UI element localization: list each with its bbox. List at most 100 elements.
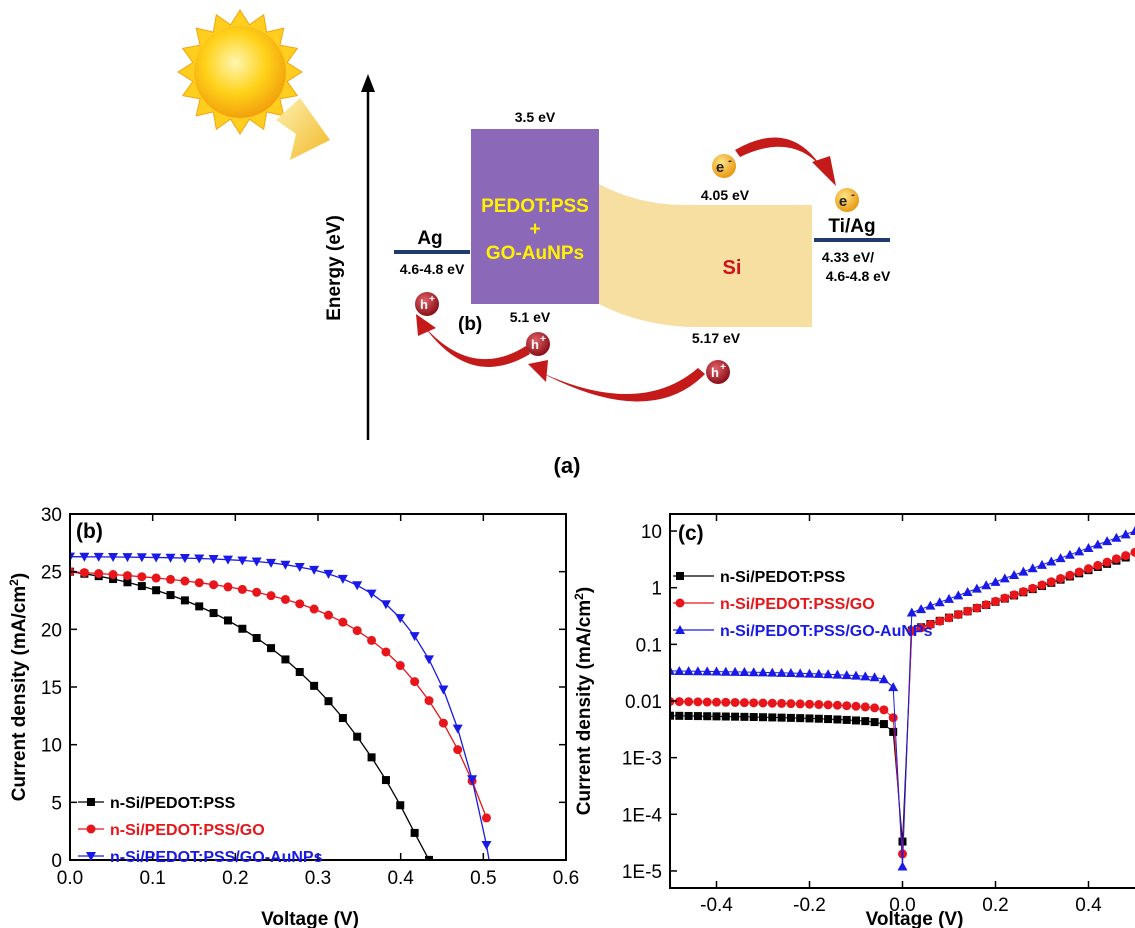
data-point [897, 861, 908, 871]
svg-text:+: + [429, 294, 435, 305]
data-point [1027, 563, 1038, 573]
data-point [1037, 559, 1047, 569]
si-bottom-value: 5.17 eV [692, 330, 741, 346]
data-point [684, 697, 694, 707]
data-point [758, 698, 768, 708]
x-tick-label: 0.0 [57, 868, 83, 889]
y-axis-label: Current density (mA/cm2) [7, 573, 30, 801]
data-point [879, 720, 888, 729]
data-point [1037, 580, 1047, 590]
data-point [1074, 546, 1085, 556]
data-point [252, 633, 261, 642]
data-point [824, 715, 833, 724]
x-tick-label: 0.0 [889, 895, 915, 916]
data-point [832, 700, 842, 710]
data-point [804, 668, 815, 678]
data-point [338, 714, 347, 723]
data-point [786, 713, 795, 722]
legend-entry: n-Si/PEDOT:PSS/GO [110, 822, 265, 839]
data-point [294, 563, 305, 573]
y-tick-label: 0.01 [625, 692, 662, 713]
data-point [367, 635, 377, 645]
data-point [79, 552, 90, 562]
data-point [122, 571, 132, 581]
data-point [79, 568, 89, 578]
legend-entry: n-Si/PEDOT:PSS [110, 795, 236, 812]
hole-arrow-icon [540, 368, 705, 402]
y-tick-label: 1 [651, 579, 662, 600]
data-point [123, 578, 132, 587]
data-point [768, 713, 777, 722]
data-point [777, 713, 786, 722]
data-point [777, 698, 787, 708]
data-point [981, 580, 992, 590]
data-point [136, 553, 147, 563]
data-point [410, 828, 419, 837]
data-point [944, 613, 954, 623]
panel-c-label: (c) [678, 522, 704, 545]
legend-marker [675, 625, 685, 634]
data-point [122, 553, 133, 563]
pedot-block [471, 129, 599, 304]
data-point [108, 553, 119, 563]
data-point [962, 587, 973, 597]
data-point [1084, 564, 1093, 574]
energy-axis-arrowhead [361, 74, 375, 92]
data-point [108, 570, 118, 580]
data-point [151, 553, 162, 563]
data-point [749, 698, 759, 708]
data-point [1018, 587, 1028, 597]
data-point [438, 685, 449, 695]
data-point [795, 668, 806, 678]
svg-text:h: h [711, 365, 719, 380]
pedot-label-3: GO-AuNPs [486, 243, 584, 264]
data-point [70, 552, 75, 562]
data-point [237, 556, 248, 566]
data-point [409, 632, 420, 642]
data-point [366, 589, 377, 599]
data-point [796, 714, 805, 723]
ag-value: 4.6-4.8 eV [400, 261, 465, 277]
data-point [180, 576, 190, 586]
data-point [1130, 525, 1135, 535]
data-point [842, 701, 852, 711]
data-point [266, 558, 277, 568]
data-point [971, 583, 982, 593]
hole-arrow-icon [424, 326, 530, 367]
y-tick-label: 5 [51, 793, 62, 814]
data-point [1018, 566, 1029, 576]
data-point [252, 587, 262, 597]
data-point [352, 626, 362, 636]
data-point [852, 716, 860, 725]
series-line [70, 556, 490, 860]
data-point [953, 610, 963, 620]
data-point [759, 713, 767, 722]
data-point [721, 712, 730, 721]
data-point [267, 644, 276, 653]
data-point [481, 813, 491, 823]
x-tick-label: 0.1 [139, 868, 165, 889]
tiag-label: Ti/Ag [828, 216, 875, 237]
data-point [823, 700, 833, 710]
data-point [776, 667, 787, 677]
data-point [323, 569, 334, 579]
data-point [814, 714, 823, 723]
y-tick-label: 1E-3 [622, 749, 662, 770]
electron-icon: e - [712, 154, 736, 178]
data-point [785, 668, 796, 678]
data-point [702, 697, 712, 707]
x-tick-label: 0.2 [222, 868, 248, 889]
legend-marker [676, 572, 684, 580]
series-line [70, 571, 488, 819]
y-tick-label: 0 [51, 851, 62, 872]
data-point [805, 714, 814, 723]
legend-marker [675, 598, 685, 608]
x-axis-label: Voltage (V) [866, 909, 964, 928]
legend-entry: n-Si/PEDOT:PSS/GO-AuNPs [110, 849, 323, 866]
ag-label: Ag [417, 228, 442, 249]
data-point [353, 732, 362, 741]
hole-icon: h + [706, 360, 730, 384]
data-point [898, 837, 907, 846]
legend-entry: n-Si/PEDOT:PSS/GO [720, 596, 875, 613]
data-point [1028, 583, 1038, 593]
